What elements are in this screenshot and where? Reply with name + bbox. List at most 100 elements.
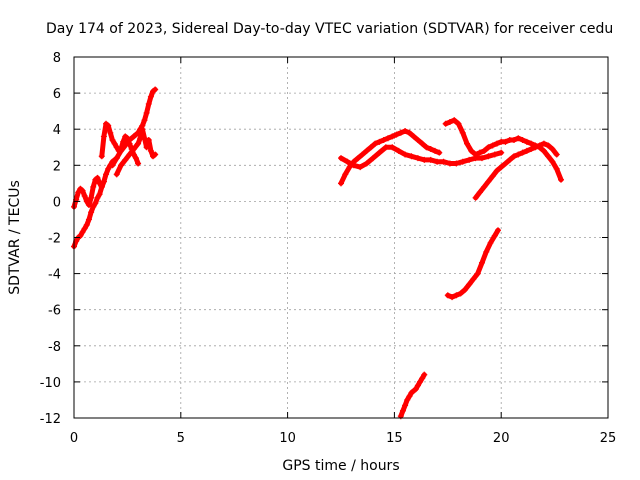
data-point	[545, 153, 552, 160]
data-point	[511, 153, 518, 160]
data-point	[88, 209, 95, 216]
data-point	[143, 144, 150, 151]
series-track	[398, 372, 427, 419]
data-point	[476, 189, 483, 196]
data-point	[453, 160, 460, 167]
data-point	[421, 371, 428, 378]
data-point	[440, 158, 447, 165]
data-point	[90, 203, 97, 210]
data-point	[478, 259, 485, 266]
data-point	[427, 156, 434, 163]
data-point	[113, 171, 120, 178]
data-point	[483, 248, 490, 255]
y-tick-label: -12	[40, 412, 61, 427]
data-point	[98, 183, 105, 190]
data-point	[402, 128, 409, 135]
data-point	[446, 118, 453, 125]
y-axis-title: SDTVAR / TECUs	[7, 180, 23, 295]
data-point	[455, 120, 462, 127]
data-point	[410, 133, 417, 140]
data-point	[472, 194, 479, 201]
data-point	[384, 135, 391, 142]
x-tick-label: 10	[279, 431, 296, 446]
data-point	[406, 129, 413, 136]
data-point	[408, 153, 415, 160]
data-point	[553, 151, 560, 158]
y-tick-label: -6	[48, 304, 61, 319]
data-point	[478, 155, 485, 162]
series-segment-g	[338, 144, 505, 171]
data-point	[79, 229, 86, 236]
data-point	[117, 147, 124, 154]
data-point	[414, 382, 421, 389]
data-point	[105, 165, 112, 172]
data-point	[363, 147, 370, 154]
data-point	[338, 180, 344, 187]
data-point	[474, 270, 481, 277]
data-point	[130, 133, 137, 140]
data-point	[96, 180, 103, 187]
data-point	[363, 160, 370, 167]
data-point	[468, 147, 475, 154]
data-point	[143, 109, 150, 116]
data-point	[83, 198, 90, 205]
data-point	[147, 147, 154, 154]
data-point	[105, 122, 112, 129]
series-segment-h	[442, 117, 565, 183]
data-point	[117, 162, 124, 169]
data-point	[491, 151, 498, 158]
data-point	[94, 194, 101, 201]
data-point	[470, 276, 477, 283]
data-point	[528, 146, 535, 153]
data-point	[528, 140, 535, 147]
data-point	[100, 178, 107, 185]
data-point	[498, 149, 505, 156]
data-point	[145, 137, 152, 144]
data-point	[122, 142, 129, 149]
data-point	[498, 164, 505, 171]
data-point	[113, 155, 120, 162]
data-point	[355, 155, 362, 162]
data-point	[453, 292, 460, 299]
data-point	[402, 151, 409, 158]
data-point	[419, 140, 426, 147]
data-point	[502, 138, 509, 145]
series-segment-e	[113, 126, 159, 178]
data-point	[145, 100, 152, 107]
data-point	[436, 149, 443, 156]
series-segment-f	[338, 128, 443, 187]
data-point	[88, 194, 95, 201]
data-point	[130, 146, 137, 153]
data-point	[421, 156, 428, 163]
data-point	[449, 294, 456, 301]
data-point	[132, 155, 139, 162]
data-point	[519, 149, 526, 156]
data-point	[442, 120, 449, 127]
chart-title: Day 174 of 2023, Sidereal Day-to-day VTE…	[46, 21, 613, 37]
data-point	[79, 187, 86, 194]
data-point	[545, 142, 552, 149]
data-point	[419, 375, 426, 382]
y-tick-label: 2	[53, 159, 61, 174]
data-point	[506, 156, 513, 163]
data-point	[553, 165, 560, 172]
data-point	[111, 140, 118, 147]
data-point	[141, 135, 148, 142]
data-point	[109, 137, 116, 144]
data-point	[558, 176, 565, 183]
data-point	[414, 137, 421, 144]
y-tick-label: 8	[53, 51, 61, 66]
data-point	[126, 137, 133, 144]
y-tick-label: -2	[48, 232, 61, 247]
data-point	[540, 140, 547, 147]
data-point	[472, 151, 479, 158]
data-point	[493, 167, 500, 174]
data-points	[71, 86, 565, 420]
data-point	[446, 160, 453, 167]
data-point	[113, 144, 120, 151]
y-tick-label: 6	[53, 87, 61, 102]
series-segment-k	[397, 371, 428, 420]
data-point	[342, 171, 349, 178]
data-point	[357, 164, 364, 171]
